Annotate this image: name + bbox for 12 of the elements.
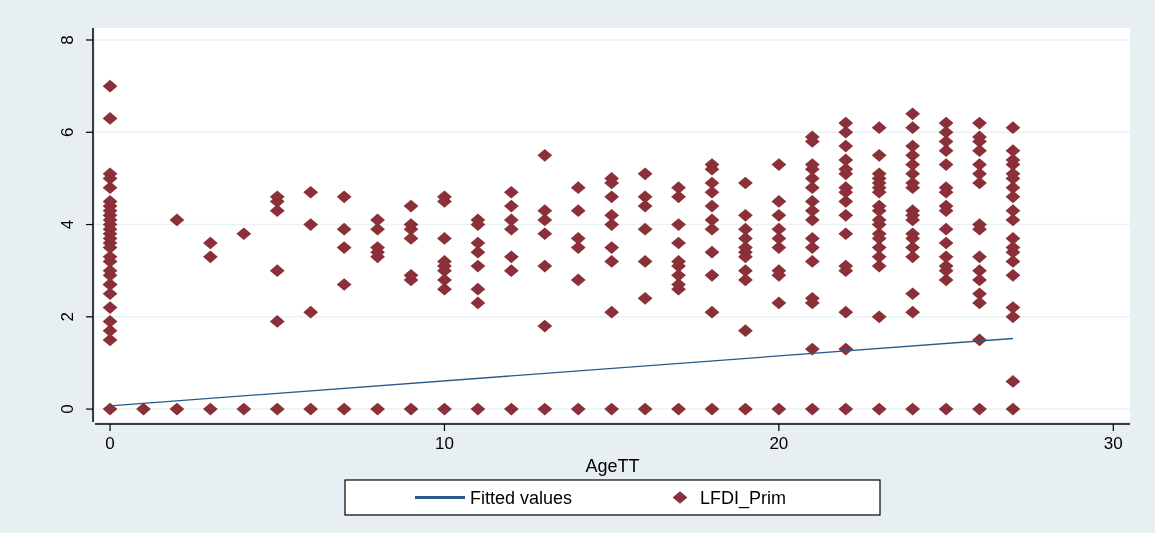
- y-tick-label: 4: [57, 219, 77, 230]
- y-tick-label: 2: [57, 312, 77, 322]
- legend-label: LFDI_Prim: [700, 487, 787, 509]
- y-tick-label: 8: [57, 35, 77, 45]
- x-tick-label: 10: [435, 434, 454, 453]
- x-tick-label: 30: [1103, 434, 1123, 453]
- y-tick-label: 0: [57, 404, 77, 414]
- x-tick-label: 0: [105, 434, 115, 453]
- y-tick-label: 6: [57, 127, 77, 137]
- legend-label: Fitted values: [470, 487, 573, 508]
- x-axis-title: AgeTT: [585, 456, 640, 476]
- x-tick-label: 20: [769, 434, 789, 453]
